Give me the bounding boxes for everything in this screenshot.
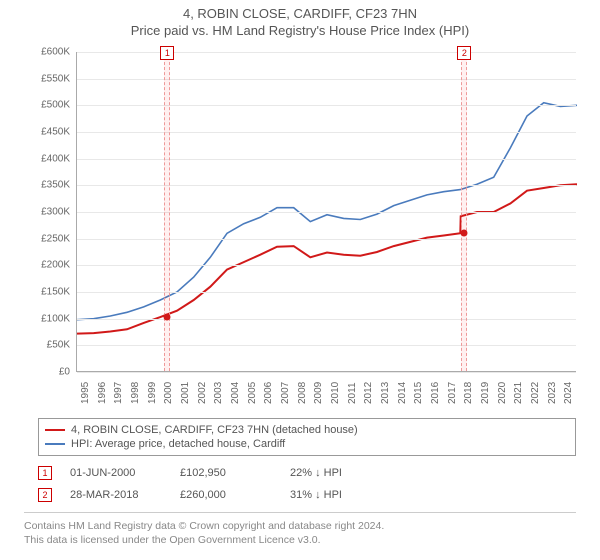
x-axis-label: 1998 xyxy=(130,382,141,404)
x-axis-label: 2007 xyxy=(280,382,291,404)
x-axis-label: 2016 xyxy=(430,382,441,404)
y-axis-label: £150K xyxy=(41,287,70,298)
x-axis-label: 2023 xyxy=(547,382,558,404)
y-axis-label: £600K xyxy=(41,47,70,58)
plot-region: 12 xyxy=(76,52,576,372)
event-date: 28-MAR-2018 xyxy=(70,489,162,501)
y-axis-label: £200K xyxy=(41,260,70,271)
x-axis-label: 1997 xyxy=(113,382,124,404)
data-point xyxy=(461,230,468,237)
x-axis-label: 2019 xyxy=(480,382,491,404)
y-axis-label: £100K xyxy=(41,313,70,324)
event-marker-icon: 2 xyxy=(38,488,52,502)
series-price_paid xyxy=(77,184,577,333)
chart-container: 4, ROBIN CLOSE, CARDIFF, CF23 7HN Price … xyxy=(0,0,600,560)
event-date: 01-JUN-2000 xyxy=(70,467,162,479)
x-axis-label: 2024 xyxy=(563,382,574,404)
footer: Contains HM Land Registry data © Crown c… xyxy=(24,512,576,547)
y-axis-label: £500K xyxy=(41,100,70,111)
gridline xyxy=(77,132,576,133)
legend-label-price: 4, ROBIN CLOSE, CARDIFF, CF23 7HN (detac… xyxy=(71,424,358,436)
event-price: £102,950 xyxy=(180,467,272,479)
gridline xyxy=(77,319,576,320)
events-table: 1 01-JUN-2000 £102,950 22% ↓ HPI 2 28-MAR-201… xyxy=(24,462,576,506)
x-axis-label: 2002 xyxy=(197,382,208,404)
event-band xyxy=(461,52,467,371)
x-axis-label: 2021 xyxy=(513,382,524,404)
x-axis-label: 2018 xyxy=(463,382,474,404)
x-axis-label: 1995 xyxy=(80,382,91,404)
x-axis-label: 2020 xyxy=(497,382,508,404)
legend-row: HPI: Average price, detached house, Card… xyxy=(45,437,569,451)
legend-swatch-price xyxy=(45,429,65,431)
event-row: 1 01-JUN-2000 £102,950 22% ↓ HPI xyxy=(24,462,576,484)
title-address: 4, ROBIN CLOSE, CARDIFF, CF23 7HN xyxy=(0,0,600,21)
x-axis-label: 1999 xyxy=(147,382,158,404)
event-delta: 22% ↓ HPI xyxy=(290,467,382,479)
gridline xyxy=(77,345,576,346)
x-axis-label: 2006 xyxy=(263,382,274,404)
legend-swatch-hpi xyxy=(45,443,65,445)
x-axis-label: 2014 xyxy=(397,382,408,404)
x-axis-label: 2001 xyxy=(180,382,191,404)
x-axis-label: 2005 xyxy=(247,382,258,404)
y-axis-label: £550K xyxy=(41,73,70,84)
x-axis-label: 1996 xyxy=(97,382,108,404)
y-axis-label: £400K xyxy=(41,153,70,164)
gridline xyxy=(77,372,576,373)
gridline xyxy=(77,185,576,186)
event-price: £260,000 xyxy=(180,489,272,501)
x-axis-label: 2000 xyxy=(163,382,174,404)
legend: 4, ROBIN CLOSE, CARDIFF, CF23 7HN (detac… xyxy=(38,418,576,456)
gridline xyxy=(77,79,576,80)
legend-row: 4, ROBIN CLOSE, CARDIFF, CF23 7HN (detac… xyxy=(45,423,569,437)
y-axis-label: £250K xyxy=(41,233,70,244)
x-axis-label: 2003 xyxy=(213,382,224,404)
y-axis-label: £50K xyxy=(47,340,70,351)
chart-area: 12 £0£50K£100K£150K£200K£250K£300K£350K£… xyxy=(30,42,590,412)
gridline xyxy=(77,212,576,213)
gridline xyxy=(77,105,576,106)
y-axis-label: £300K xyxy=(41,207,70,218)
event-marker: 1 xyxy=(160,46,174,60)
x-axis-label: 2015 xyxy=(413,382,424,404)
x-axis-label: 2022 xyxy=(530,382,541,404)
footer-line2: This data is licensed under the Open Gov… xyxy=(24,533,576,547)
event-row: 2 28-MAR-2018 £260,000 31% ↓ HPI xyxy=(24,484,576,506)
x-axis-label: 2017 xyxy=(447,382,458,404)
x-axis-label: 2010 xyxy=(330,382,341,404)
event-band xyxy=(164,52,170,371)
gridline xyxy=(77,239,576,240)
gridline xyxy=(77,265,576,266)
y-axis-label: £450K xyxy=(41,127,70,138)
title-subtitle: Price paid vs. HM Land Registry's House … xyxy=(0,21,600,42)
event-marker: 2 xyxy=(457,46,471,60)
event-marker-icon: 1 xyxy=(38,466,52,480)
x-axis-label: 2004 xyxy=(230,382,241,404)
data-point xyxy=(164,314,171,321)
gridline xyxy=(77,292,576,293)
gridline xyxy=(77,159,576,160)
y-axis-label: £0 xyxy=(59,367,70,378)
x-axis-label: 2009 xyxy=(313,382,324,404)
y-axis-label: £350K xyxy=(41,180,70,191)
x-axis-label: 2008 xyxy=(297,382,308,404)
event-delta: 31% ↓ HPI xyxy=(290,489,382,501)
x-axis-label: 2011 xyxy=(347,382,358,404)
footer-line1: Contains HM Land Registry data © Crown c… xyxy=(24,519,576,533)
legend-label-hpi: HPI: Average price, detached house, Card… xyxy=(71,438,285,450)
gridline xyxy=(77,52,576,53)
x-axis-label: 2013 xyxy=(380,382,391,404)
x-axis-label: 2012 xyxy=(363,382,374,404)
